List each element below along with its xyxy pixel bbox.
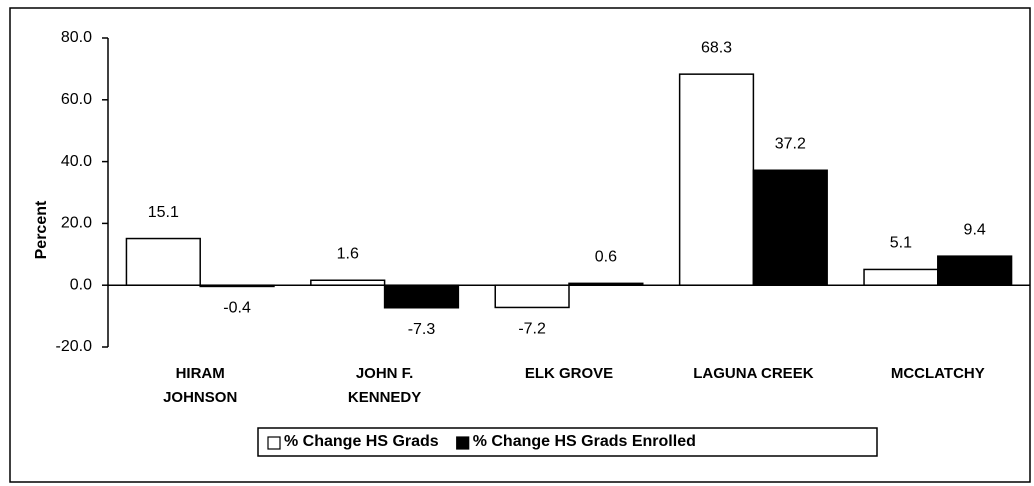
bar (199, 284, 275, 288)
data-label: -7.2 (518, 321, 546, 338)
y-tick-label: -20.0 (56, 338, 93, 355)
x-tick-label: MCCLATCHY (890, 365, 985, 382)
legend-swatch (267, 436, 281, 450)
x-tick-label: ELK GROVE (524, 365, 614, 382)
legend-swatch (456, 436, 470, 450)
bar (383, 284, 460, 309)
chart-frame (9, 7, 1031, 483)
bar (937, 255, 1013, 286)
data-label: 9.4 (964, 221, 986, 238)
data-label: -7.3 (408, 321, 436, 338)
data-label: -0.4 (223, 300, 251, 317)
legend-label: % Change HS Grads (284, 433, 439, 450)
y-tick-label: 80.0 (61, 29, 92, 46)
y-axis-label: Percent (33, 200, 50, 259)
bar (678, 73, 755, 286)
data-label: 68.3 (701, 39, 732, 56)
bar (752, 169, 828, 286)
x-tick-label: JOHN F. KENNEDY (347, 365, 422, 406)
bar (310, 279, 386, 286)
bar (568, 282, 644, 286)
x-tick-label: HIRAM JOHNSON (163, 365, 238, 406)
legend-label: % Change HS Grads Enrolled (473, 433, 696, 450)
data-label: 15.1 (148, 204, 179, 221)
legend-box (257, 427, 878, 457)
y-tick-label: 0.0 (70, 276, 92, 293)
bar (125, 237, 201, 286)
y-tick-label: 40.0 (61, 153, 92, 170)
x-tick-label: LAGUNA CREEK (693, 365, 814, 382)
y-tick-label: 20.0 (61, 215, 92, 232)
data-label: 0.6 (595, 249, 617, 266)
bar (494, 284, 570, 309)
data-label: 1.6 (337, 245, 359, 262)
data-label: 5.1 (890, 235, 912, 252)
y-tick-label: 60.0 (61, 91, 92, 108)
data-label: 37.2 (775, 135, 806, 152)
bar (863, 268, 939, 286)
